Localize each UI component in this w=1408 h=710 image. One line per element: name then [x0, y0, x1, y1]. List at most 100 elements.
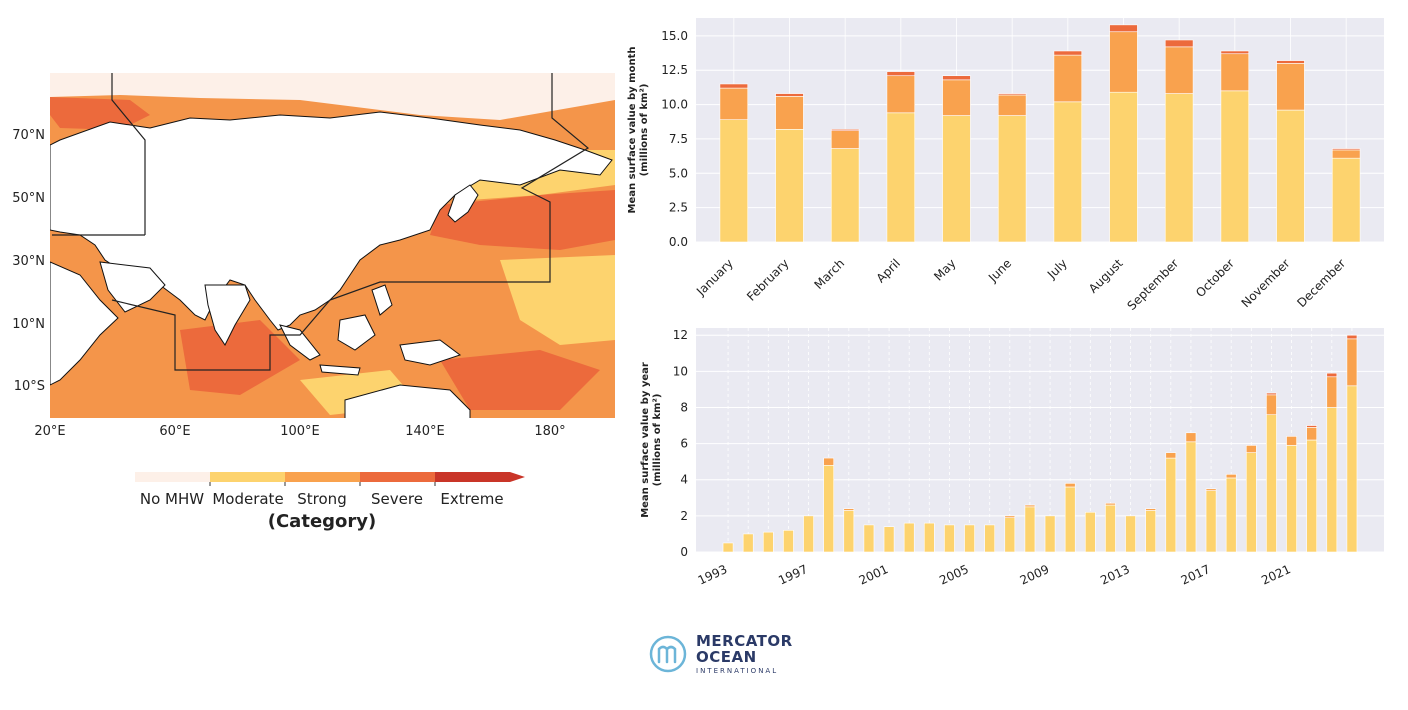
bar-segment [1145, 510, 1157, 553]
colorbar-label: Extreme [440, 490, 503, 508]
sumatra-landmass [279, 324, 321, 361]
x-tick-label: 2009 [1018, 562, 1052, 588]
bar-segment [886, 75, 916, 114]
x-tick-label: May [931, 256, 958, 283]
x-tick-label: March [812, 256, 848, 292]
bar-segment [1326, 372, 1338, 378]
colorbar-label: No MHW [140, 490, 204, 508]
yearly-chart-svg: 0 2 4 6 8 10 12 1993 1997 2001 2005 2009 2013 2017 20… [640, 328, 1384, 588]
x-tick-label: July [1044, 256, 1070, 282]
bar-segment [823, 457, 835, 466]
bar-segment [942, 79, 971, 116]
x-tick-label: April [874, 256, 903, 285]
bar-segment [1225, 477, 1237, 553]
arabia-landmass [99, 261, 166, 313]
logo-text-line3: INTERNATIONAL [696, 667, 779, 675]
bar-segment [762, 531, 774, 553]
colorbar-segment [210, 472, 285, 482]
monthly-chart-svg: 0.0 2.5 5.0 7.5 10.0 12.5 15.0 January February… [627, 18, 1384, 313]
colorbar-segment [285, 472, 360, 482]
y-tick-label: 10.0 [661, 98, 688, 112]
south-pacific-severe-zone [440, 350, 600, 410]
y-ticks: 0 2 4 6 8 10 12 [673, 328, 688, 559]
bar-segment [1185, 432, 1197, 443]
bar-segment [830, 129, 860, 131]
x-ticks: 1993 1997 2001 2005 2009 2013 2017 2021 [696, 562, 1293, 588]
bar-segment [944, 524, 955, 553]
x-tick-label: 2021 [1259, 562, 1293, 588]
bar-segment [830, 130, 860, 149]
bar-segment [1220, 90, 1250, 243]
bar-segment [1004, 515, 1016, 518]
bar-segment [1331, 149, 1361, 159]
bar-segment [722, 542, 734, 553]
y-tick-label: 0.0 [669, 235, 688, 249]
bar-segment [1276, 60, 1305, 64]
y-tick-label: 15.0 [661, 29, 688, 43]
bar-segment [997, 94, 1027, 116]
bar-segment [1164, 46, 1194, 94]
x-tick-label: November [1239, 256, 1293, 310]
bar-segment [1326, 376, 1338, 408]
colorbar-extend-arrow [510, 472, 525, 482]
bar-segment [830, 148, 860, 243]
bar-segment [1185, 441, 1197, 553]
bar-segment [1286, 436, 1297, 446]
bar-segment [1145, 508, 1157, 511]
bar-segment [1105, 504, 1116, 553]
x-tick-label: August [1086, 256, 1126, 296]
bar-segment [903, 522, 915, 553]
bar-segment [775, 129, 804, 243]
x-tick-label: 1997 [776, 562, 810, 588]
bar-segment [1164, 39, 1194, 48]
x-tick-label: 2013 [1098, 562, 1132, 588]
bar-segment [1331, 157, 1361, 243]
x-tick-label: 1993 [696, 562, 730, 588]
colorbar-label: Severe [371, 490, 423, 508]
colorbar-segment [435, 472, 510, 482]
lon-label: 100°E [280, 424, 320, 439]
y-axis-unit: (millions of km²) [639, 84, 650, 177]
lon-label: 60°E [159, 424, 190, 439]
x-tick-label: 2001 [857, 562, 891, 588]
y-axis-label: Mean surface value by year [640, 362, 651, 518]
bar-segment [1125, 515, 1136, 553]
y-tick-label: 10 [673, 364, 688, 378]
x-tick-label: October [1193, 256, 1237, 300]
x-tick-label: 2005 [937, 562, 971, 588]
x-tick-label: 2017 [1179, 562, 1213, 588]
y-tick-label: 12.5 [661, 63, 688, 77]
bar-segment [1346, 385, 1358, 553]
new-guinea-landmass [399, 339, 462, 366]
bar-segment [843, 510, 855, 553]
bar-segment [1165, 452, 1177, 459]
x-ticks: January February March April May June July Augu… [693, 256, 1348, 313]
bar-segment [1346, 338, 1358, 387]
bar-segment [1276, 109, 1305, 243]
bar-segment [1164, 93, 1194, 243]
logo-text-line1: MERCATOR [696, 632, 793, 650]
bar-segment [1205, 490, 1217, 553]
bar-segment [1326, 407, 1338, 553]
bar-segment [923, 522, 935, 553]
monthly-bar-chart: 0.0 2.5 5.0 7.5 10.0 12.5 15.0 January February… [620, 10, 1400, 320]
bar-segment [1331, 148, 1361, 151]
bar-segment [883, 526, 895, 553]
bar-segment [1306, 427, 1318, 441]
bar-segment [1306, 425, 1318, 428]
y-tick-label: 5.0 [669, 166, 688, 180]
x-tick-label: September [1124, 256, 1181, 313]
lat-label: 30°N [12, 254, 45, 269]
mercator-ocean-logo: MERCATOR OCEAN INTERNATIONAL [648, 630, 808, 680]
bar-segment [823, 464, 835, 553]
bar-segment [886, 71, 916, 77]
lat-label: 70°N [12, 128, 45, 143]
y-tick-label: 6 [680, 437, 688, 451]
bar-segment [1084, 511, 1096, 553]
bar-segment [1064, 486, 1076, 553]
x-tick-label: December [1294, 256, 1348, 310]
lon-label: 180° [534, 424, 565, 439]
japan-landmass [447, 184, 479, 223]
y-tick-label: 12 [673, 328, 688, 342]
bar-segment [1105, 502, 1116, 506]
